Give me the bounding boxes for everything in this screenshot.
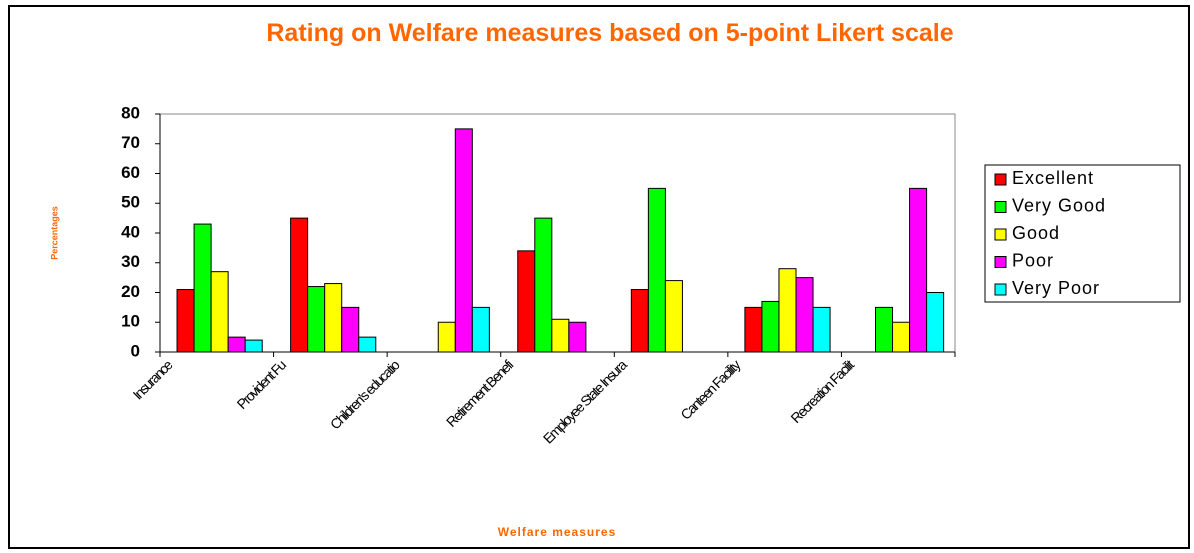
x-tick-label: Retirement Benefi [443,356,516,429]
legend-swatch [994,283,1007,296]
bar [664,280,683,353]
bar [778,268,797,353]
bar [227,336,246,353]
x-tick-label: Canteen Facility [677,356,743,422]
chart-title: Rating on Welfare measures based on 5-po… [266,19,954,47]
legend-label: Poor [1012,250,1054,270]
y-tick-label: 30 [121,252,140,271]
bar [551,318,570,353]
bar [437,321,456,353]
legend-swatch [994,228,1007,241]
bar [909,187,928,353]
legend-swatch [994,201,1007,213]
bar [812,306,831,353]
bar [647,187,666,353]
legend-label: Very Good [1012,195,1106,215]
bar [358,336,377,353]
bar [630,289,649,353]
legend-swatch [994,173,1007,186]
bar [568,321,587,353]
y-tick-label: 70 [121,133,140,152]
y-tick-label: 80 [121,103,140,122]
frame [8,5,1190,549]
y-tick-label: 20 [121,282,140,301]
bar [892,321,911,353]
x-tick-label: Provident Fu [234,357,289,412]
legend-label: Good [1012,223,1060,243]
x-tick-label: Insurance [129,356,175,402]
bar [290,217,309,353]
bar [307,286,326,353]
x-tick-label: Employee State Insura [540,356,630,446]
bar [795,277,814,353]
bar [926,292,945,353]
bar [875,306,894,353]
y-tick-label: 60 [121,163,140,182]
legend-label: Very Poor [1012,278,1100,298]
bar [210,271,229,353]
bar [761,300,780,353]
legend-swatch [994,256,1007,268]
legend-box [984,164,1181,303]
bar [517,250,536,353]
x-tick-label: Recreation Facilit [787,356,857,426]
y-axis-label: Percentages [49,206,59,260]
y-tick-label: 0 [131,341,140,360]
legend-label: Excellent [1012,168,1094,188]
bar [176,289,195,353]
bar [193,223,212,353]
bar [341,306,360,353]
y-tick-label: 40 [121,222,140,241]
bar [454,128,473,353]
x-tick-label: Children's educatio [327,356,403,432]
bar [324,283,343,353]
plot-area [159,113,956,353]
y-tick-label: 10 [121,312,140,331]
bar [244,339,263,353]
bar [534,217,553,353]
y-tick-label: 50 [121,193,140,212]
bar [744,306,763,353]
x-axis-label: Welfare measures [498,525,617,539]
bar [471,306,490,353]
